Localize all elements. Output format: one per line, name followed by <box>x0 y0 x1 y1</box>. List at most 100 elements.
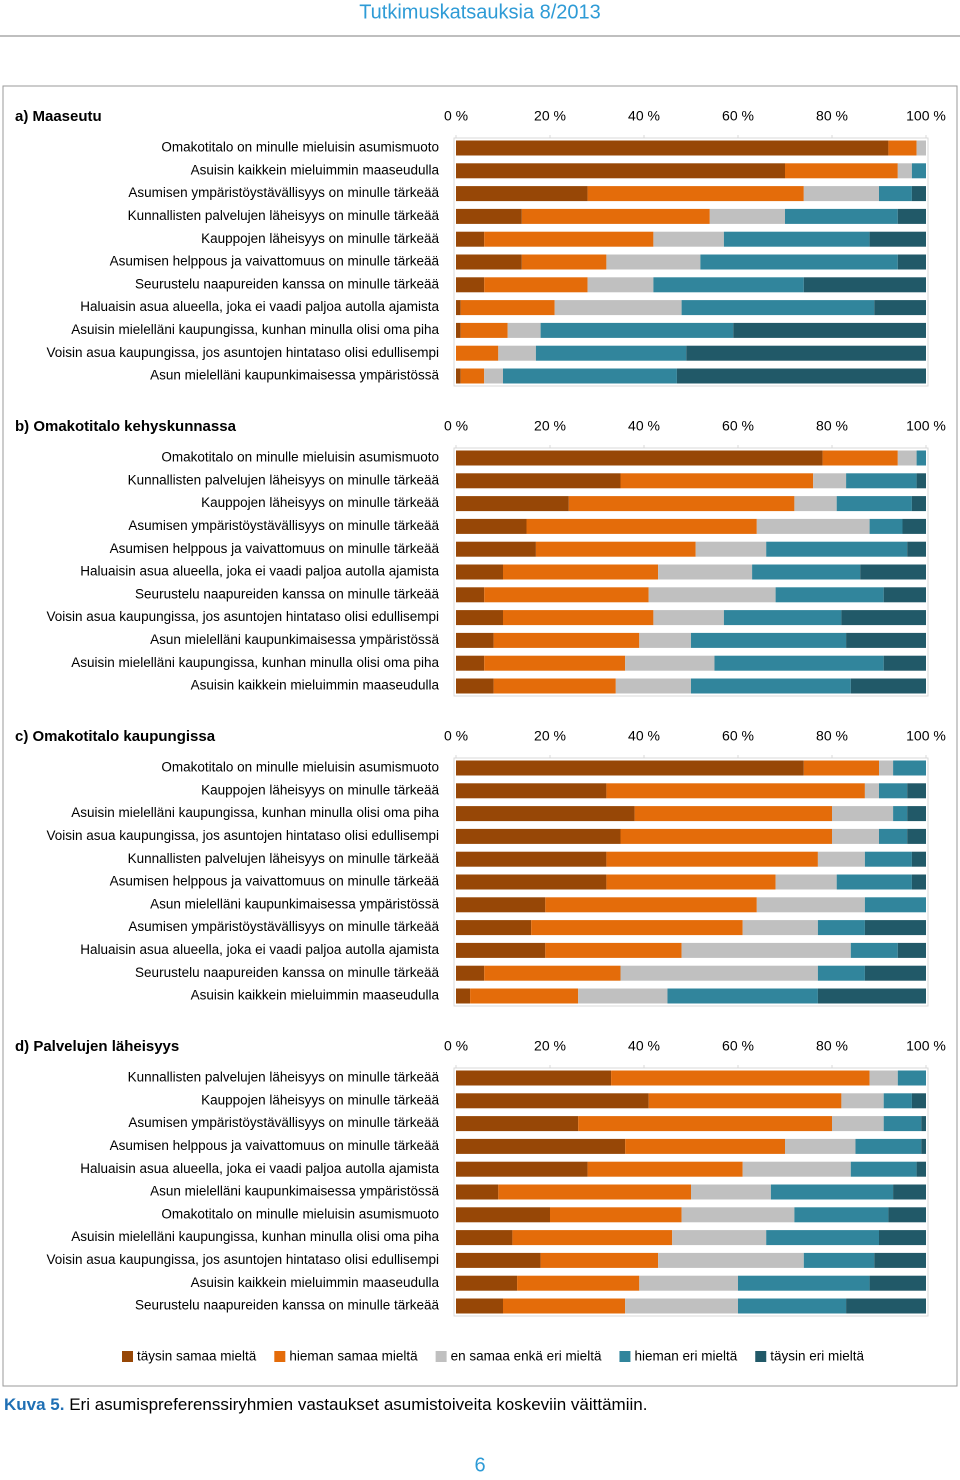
bar-segment <box>775 587 884 603</box>
bar-segment <box>681 300 875 316</box>
bar-segment <box>540 322 734 338</box>
category-label: Haluaisin asua alueella, joka ei vaadi p… <box>80 1161 439 1176</box>
bar-segment <box>756 518 870 534</box>
category-label: Omakotitalo on minulle mieluisin asumism… <box>161 140 439 155</box>
bar-segment <box>550 1207 682 1223</box>
bar-segment <box>714 655 884 671</box>
bar-segment <box>456 277 485 293</box>
bar-segment <box>738 1275 870 1291</box>
bar-segment <box>907 783 926 799</box>
legend-label: hieman samaa mieltä <box>289 1349 418 1364</box>
caption: Kuva 5. Eri asumispreferenssiryhmien vas… <box>4 1395 647 1414</box>
bar-segment <box>456 322 461 338</box>
bar-segment <box>625 1298 738 1314</box>
bar-segment <box>578 1116 832 1132</box>
category-label: Asumisen helppous ja vaivattomuus on min… <box>110 254 440 269</box>
category-label: Asuisin mielelläni kaupungissa, kunhan m… <box>71 1229 439 1244</box>
bar-segment <box>658 564 753 580</box>
bar-segment <box>456 496 569 512</box>
category-label: Asuisin kaikkein mieluimmin maaseudulla <box>191 988 440 1003</box>
bar-segment <box>864 897 926 913</box>
bar-segment <box>503 610 654 626</box>
bar-segment <box>879 828 908 844</box>
bar-segment <box>850 942 898 958</box>
category-label: Asumisen helppous ja vaivattomuus on min… <box>110 541 440 556</box>
bar-segment <box>817 965 865 981</box>
bar-segment <box>615 678 691 694</box>
bar-segment <box>817 988 926 1004</box>
bar-segment <box>850 678 926 694</box>
bar-segment <box>766 1230 879 1246</box>
category-label: Seurustelu naapureiden kanssa on minulle… <box>135 1298 439 1313</box>
bar-segment <box>916 1161 926 1177</box>
bar-segment <box>456 300 461 316</box>
bar-segment <box>634 806 832 822</box>
bar-segment <box>672 1230 767 1246</box>
category-label: Asuisin mielelläni kaupungissa, kunhan m… <box>71 322 439 337</box>
bar-segment <box>864 920 926 936</box>
bar-segment <box>850 1161 917 1177</box>
category-label: Kauppojen läheisyys on minulle tärkeää <box>201 782 439 797</box>
bar-segment <box>723 610 842 626</box>
bar-segment <box>691 678 851 694</box>
bar-segment <box>456 610 503 626</box>
bar-segment <box>874 1252 926 1268</box>
bar-segment <box>460 368 485 384</box>
bar-segment <box>456 541 536 557</box>
bar-segment <box>535 541 696 557</box>
bar-segment <box>691 632 847 648</box>
bar-segment <box>846 1298 926 1314</box>
bar-segment <box>456 942 546 958</box>
legend-label: hieman eri mieltä <box>634 1349 737 1364</box>
bar-segment <box>738 1298 847 1314</box>
category-label: Asuisin kaikkein mieluimmin maaseudulla <box>191 1275 440 1290</box>
category-label: Asun mielelläni kaupunkimaisessa ympäris… <box>150 1184 439 1199</box>
chart-panel: a) Maaseutu 0 % 20 % 40 % 60 % 80 % 100 % Omako… <box>15 108 946 387</box>
bar-segment <box>794 1207 889 1223</box>
category-label: Voisin asua kaupungissa, jos asuntojen h… <box>47 828 440 843</box>
plot-area <box>453 757 929 1007</box>
bar-segment <box>785 1138 856 1154</box>
bar-segment <box>770 1184 894 1200</box>
figure-frame <box>2 85 958 1387</box>
x-tick-label: 20 % <box>534 418 566 434</box>
bar-segment <box>846 473 917 489</box>
bar-segment <box>587 277 654 293</box>
bar-segment <box>625 1138 785 1154</box>
category-label: Voisin asua kaupungissa, jos asuntojen h… <box>47 345 440 360</box>
bar-segment <box>902 518 926 534</box>
bar-segment <box>456 1230 513 1246</box>
category-label: Kunnallisten palvelujen läheisyys on min… <box>128 1070 440 1085</box>
bar-segment <box>639 1275 738 1291</box>
bar-segment <box>841 610 926 626</box>
bar-segment <box>817 920 865 936</box>
bar-segment <box>470 988 579 1004</box>
bar-segment <box>456 828 621 844</box>
bar-segment <box>911 496 926 512</box>
bar-segment <box>456 587 485 603</box>
bar-segment <box>874 300 926 316</box>
x-tick-label: 60 % <box>722 1038 754 1054</box>
bar-segment <box>803 760 879 776</box>
chart-panel: c) Omakotitalo kaupungissa 0 % 20 % 40 % 60 … <box>15 728 946 1007</box>
bar-segment <box>916 140 926 156</box>
bar-segment <box>648 1093 842 1109</box>
x-tick-label: 80 % <box>816 1038 848 1054</box>
category-label: Kunnallisten palvelujen läheisyys on min… <box>128 208 440 223</box>
bar-segment <box>456 1161 588 1177</box>
bar-segment <box>498 345 536 361</box>
category-label: Seurustelu naapureiden kanssa on minulle… <box>135 965 439 980</box>
category-label: Asumisen ympäristöystävällisyys on minul… <box>128 185 439 200</box>
bar-segment <box>879 783 908 799</box>
bar-segment <box>756 897 865 913</box>
chart-title: a) Maaseutu <box>15 108 102 125</box>
bar-segment <box>456 473 621 489</box>
bar-segment <box>883 1093 912 1109</box>
bar-segment <box>803 277 926 293</box>
legend: täysin samaa mieltä hieman samaa mieltä en… <box>122 1349 865 1364</box>
bar-segment <box>456 186 588 202</box>
bar-segment <box>832 828 879 844</box>
bar-segment <box>456 897 546 913</box>
bar-segment <box>794 496 837 512</box>
